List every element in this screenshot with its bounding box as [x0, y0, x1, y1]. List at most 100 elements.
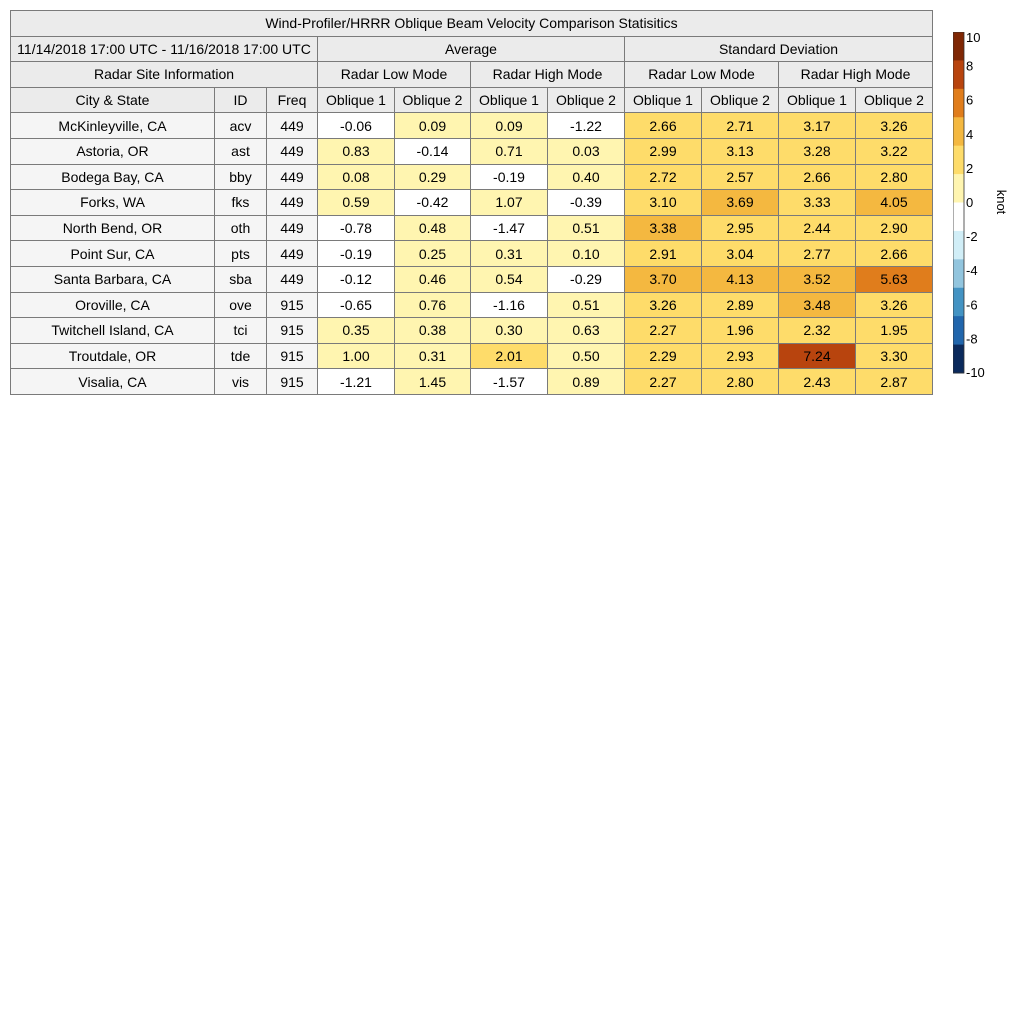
colorbar-tick-label: 2 [966, 161, 973, 176]
avg-low-oblique2-value: 0.09 [394, 112, 471, 139]
table-row: Twitchell Island, CA tci 915 0.35 0.38 0.30 0.… [10, 317, 933, 344]
site-freq: 915 [266, 368, 318, 395]
avg-low-oblique1-value: -0.65 [317, 291, 395, 319]
sd-high-oblique1-value: 7.24 [778, 342, 856, 370]
avg-low-oblique2-value: 0.31 [394, 342, 471, 370]
sd-low-oblique1-value: 2.29 [624, 342, 702, 370]
colorbar-frame [952, 31, 965, 374]
sd-low-oblique1-value: 2.72 [624, 163, 702, 191]
sd-low-oblique2-value: 4.13 [701, 265, 779, 293]
sd-low-oblique1-value: 2.66 [624, 112, 702, 139]
colorbar-tick-label: 6 [966, 93, 973, 108]
sd-high-oblique2-value: 3.26 [855, 112, 933, 139]
sd-high-oblique1-value: 3.33 [778, 189, 856, 216]
site-freq: 915 [266, 342, 318, 370]
sd-low-oblique1-value: 2.27 [624, 317, 702, 344]
colorbar-tick-label: -4 [966, 263, 978, 278]
avg-low-oblique2-value: 0.76 [394, 291, 471, 319]
col-id-header: ID [214, 86, 267, 114]
avg-high-oblique2-value: 0.40 [547, 163, 625, 191]
avg-high-oblique2-value: 0.89 [547, 368, 625, 395]
colorbar-tick-label: -2 [966, 229, 978, 244]
site-id: tde [214, 342, 267, 370]
table-title: Wind-Profiler/HRRR Oblique Beam Velocity… [10, 10, 933, 37]
avg-low-oblique1-value: 0.08 [317, 163, 395, 191]
site-id: vis [214, 368, 267, 395]
avg-high-oblique2-value: 0.51 [547, 291, 625, 319]
sd-high-oblique2-value: 2.87 [855, 368, 933, 395]
avg-high-oblique2-value: 0.63 [547, 317, 625, 344]
sd-high-oblique1-value: 2.44 [778, 214, 856, 242]
site-city: Bodega Bay, CA [10, 163, 215, 191]
table-row: Santa Barbara, CA sba 449 -0.12 0.46 0.54 -0.2… [10, 265, 933, 293]
sd-high-oblique1-value: 3.17 [778, 112, 856, 139]
avg-low-oblique2-value: 0.48 [394, 214, 471, 242]
site-id: pts [214, 240, 267, 267]
site-city: Visalia, CA [10, 368, 215, 395]
avg-high-oblique1-value: 1.07 [470, 189, 548, 216]
avg-low-oblique2-value: 0.25 [394, 240, 471, 267]
site-freq: 915 [266, 317, 318, 344]
colorbar: 10 8 6 4 2 0 -2 -4 -6 -8 -10 knot [952, 30, 1013, 380]
colorbar-tick-label: -6 [966, 297, 978, 312]
site-id: sba [214, 265, 267, 293]
avg-low-oblique2-header: Oblique 2 [394, 86, 471, 114]
site-id: ast [214, 137, 267, 165]
site-freq: 449 [266, 112, 318, 139]
sd-low-oblique2-value: 2.80 [701, 368, 779, 395]
colorbar-segment [953, 230, 964, 260]
avg-low-oblique1-value: 0.83 [317, 137, 395, 165]
site-city: North Bend, OR [10, 214, 215, 242]
avg-high-oblique1-value: 2.01 [470, 342, 548, 370]
site-freq: 449 [266, 214, 318, 242]
avg-low-oblique1-value: 0.59 [317, 189, 395, 216]
site-city: Oroville, CA [10, 291, 215, 319]
avg-high-oblique1-value: 0.30 [470, 317, 548, 344]
site-id: bby [214, 163, 267, 191]
sd-high-oblique1-value: 3.28 [778, 137, 856, 165]
sd-high-oblique2-value: 3.22 [855, 137, 933, 165]
avg-high-oblique2-value: 0.03 [547, 137, 625, 165]
colorbar-segment [953, 259, 964, 289]
sd-high-oblique2-header: Oblique 2 [855, 86, 933, 114]
colorbar-segment [953, 88, 964, 118]
site-freq: 449 [266, 265, 318, 293]
stats-table: Wind-Profiler/HRRR Oblique Beam Velocity… [10, 10, 933, 395]
col-city-header: City & State [10, 86, 215, 114]
avg-high-oblique1-value: -1.47 [470, 214, 548, 242]
avg-high-oblique1-value: 0.71 [470, 137, 548, 165]
avg-high-oblique2-value: -0.29 [547, 265, 625, 293]
sd-high-oblique1-header: Oblique 1 [778, 86, 856, 114]
sd-high-oblique1-value: 3.52 [778, 265, 856, 293]
avg-high-oblique2-value: 0.51 [547, 214, 625, 242]
stddev-header: Standard Deviation [624, 35, 933, 63]
avg-low-oblique2-value: 1.45 [394, 368, 471, 395]
colorbar-label: knot [994, 190, 1009, 215]
sd-high-oblique2-value: 1.95 [855, 317, 933, 344]
avg-low-oblique1-value: -0.78 [317, 214, 395, 242]
sd-high-oblique2-value: 5.63 [855, 265, 933, 293]
sd-high-oblique1-value: 2.77 [778, 240, 856, 267]
sd-low-oblique2-value: 2.93 [701, 342, 779, 370]
avg-low-oblique2-value: 0.38 [394, 317, 471, 344]
sd-high-oblique1-value: 2.32 [778, 317, 856, 344]
site-freq: 449 [266, 240, 318, 267]
avg-low-oblique1-value: -0.19 [317, 240, 395, 267]
sd-low-oblique2-value: 2.95 [701, 214, 779, 242]
site-city: McKinleyville, CA [10, 112, 215, 139]
sd-low-oblique2-value: 1.96 [701, 317, 779, 344]
avg-high-oblique2-value: -1.22 [547, 112, 625, 139]
site-id: fks [214, 189, 267, 216]
colorbar-tick-label: 10 [966, 32, 980, 45]
avg-high-oblique2-header: Oblique 2 [547, 86, 625, 114]
avg-low-mode-header: Radar Low Mode [317, 61, 471, 88]
site-city: Astoria, OR [10, 137, 215, 165]
site-freq: 915 [266, 291, 318, 319]
avg-low-oblique2-value: 0.29 [394, 163, 471, 191]
sd-low-oblique1-value: 2.27 [624, 368, 702, 395]
avg-high-oblique1-header: Oblique 1 [470, 86, 548, 114]
sd-high-oblique2-value: 2.80 [855, 163, 933, 191]
sd-low-oblique1-value: 3.38 [624, 214, 702, 242]
site-id: ove [214, 291, 267, 319]
site-freq: 449 [266, 189, 318, 216]
